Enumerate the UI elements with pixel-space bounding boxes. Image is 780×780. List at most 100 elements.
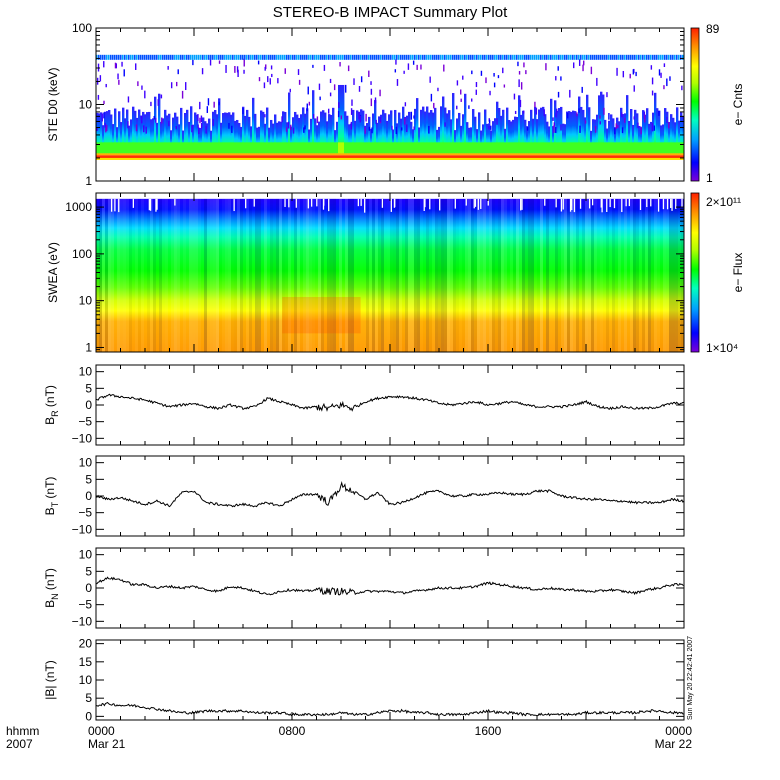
ste-fixed-line-pixel bbox=[132, 54, 134, 60]
ste-speckle bbox=[594, 125, 597, 133]
ste-mid-band bbox=[210, 142, 213, 154]
ste-fixed-line-pixel bbox=[338, 54, 340, 60]
ste-spectrum-column bbox=[586, 94, 589, 154]
ste-mid-band bbox=[654, 142, 657, 154]
ste-spectrum-column bbox=[198, 127, 201, 154]
swea-striation bbox=[198, 198, 201, 352]
ste-mid-band bbox=[590, 142, 593, 154]
ste-mid-band bbox=[350, 142, 353, 154]
swea-gap bbox=[681, 198, 683, 208]
ste-mid-band bbox=[232, 142, 235, 154]
ste-fixed-line-pixel bbox=[226, 54, 228, 60]
ste-speckle bbox=[490, 125, 492, 130]
swea-striation bbox=[180, 199, 183, 352]
ste-mid-band bbox=[550, 142, 553, 154]
ste-spectrum-column bbox=[370, 128, 373, 154]
ste-fixed-line-pixel bbox=[286, 54, 288, 60]
ste-speckle bbox=[271, 73, 273, 78]
ste-fixed-line-pixel bbox=[424, 54, 426, 60]
ste-spectrum-column bbox=[224, 112, 227, 154]
ste-mid-band bbox=[488, 142, 491, 154]
swea-striation bbox=[306, 198, 309, 352]
swea-striation bbox=[282, 198, 285, 352]
ste-speckle bbox=[460, 89, 462, 95]
ste-spectrum-column bbox=[262, 111, 265, 154]
ste-fixed-line-pixel bbox=[102, 54, 104, 60]
ste-mid-band bbox=[158, 142, 161, 154]
ste-fixed-line-pixel bbox=[234, 54, 236, 60]
ste-spectrum-column bbox=[380, 114, 383, 154]
ste-fixed-line-pixel bbox=[522, 54, 524, 60]
ste-mid-band bbox=[180, 142, 183, 154]
ste-mid-band bbox=[344, 142, 347, 154]
ste-spectrum-column bbox=[240, 126, 243, 154]
ste-mid-band bbox=[404, 142, 407, 154]
swea-striation bbox=[144, 199, 147, 352]
ste-spectrum-column bbox=[178, 124, 181, 154]
ste-speckle bbox=[578, 59, 581, 66]
ste-speckle bbox=[267, 76, 269, 83]
ste-fixed-line-pixel bbox=[578, 54, 580, 60]
ste-spectrum-column bbox=[308, 129, 311, 154]
ste-fixed-line-pixel bbox=[432, 54, 434, 60]
ste-fixed-line-pixel bbox=[268, 54, 270, 60]
ste-fixed-line-pixel bbox=[202, 54, 204, 60]
ste-fixed-line-pixel bbox=[148, 54, 150, 60]
ste-speckle bbox=[200, 122, 203, 129]
ste-fixed-line-pixel bbox=[560, 54, 562, 60]
ste-fixed-line-pixel bbox=[224, 54, 226, 60]
ste-mid-band bbox=[270, 142, 273, 154]
ste-fixed-line-pixel bbox=[382, 54, 384, 60]
ste-speckle bbox=[304, 125, 306, 130]
ste-speckle bbox=[660, 72, 662, 78]
ste-mid-band bbox=[240, 142, 243, 154]
ste-speckle bbox=[640, 126, 642, 135]
swea-striation bbox=[321, 198, 324, 352]
ste-speckle bbox=[668, 121, 670, 129]
swea-striation bbox=[399, 198, 402, 352]
ste-speckle bbox=[621, 127, 624, 134]
swea-gap bbox=[148, 198, 151, 211]
ste-spectrum-column bbox=[106, 111, 109, 154]
ste-fixed-line-pixel bbox=[154, 54, 156, 60]
ste-spectrum-column bbox=[116, 127, 119, 154]
ste-mid-band bbox=[520, 142, 523, 154]
ste-mid-band bbox=[478, 142, 481, 154]
ste-speckle bbox=[629, 73, 631, 79]
ste-speckle bbox=[340, 115, 343, 120]
ste-mid-band bbox=[410, 142, 413, 154]
ste-mid-band bbox=[318, 142, 321, 154]
swea-striation bbox=[465, 198, 468, 352]
ste-fixed-line-pixel bbox=[552, 54, 554, 60]
ste-mid-band bbox=[596, 142, 599, 154]
ste-speckle bbox=[475, 89, 477, 95]
ste-spectrum-column bbox=[126, 109, 129, 154]
ste-mid-band bbox=[364, 142, 367, 154]
ste-speckle bbox=[663, 85, 665, 90]
ste-speckle bbox=[347, 65, 350, 72]
ste-mid-band bbox=[126, 142, 129, 154]
swea-striation bbox=[681, 198, 684, 352]
ste-spectrum-column bbox=[454, 130, 457, 154]
swea-striation bbox=[162, 198, 165, 352]
swea-striation bbox=[165, 198, 168, 352]
ste-spectrum-column bbox=[608, 120, 611, 154]
swea-striation bbox=[636, 198, 639, 352]
ste-speckle bbox=[312, 113, 315, 119]
ste-spectrum-column bbox=[408, 111, 411, 154]
ste-mid-band bbox=[586, 142, 589, 154]
ste-mid-band bbox=[288, 142, 291, 154]
ste-spectrum-column bbox=[492, 121, 495, 154]
ste-mid-band bbox=[342, 142, 345, 154]
ste-speckle bbox=[145, 126, 147, 134]
ste-fixed-line-pixel bbox=[274, 54, 276, 60]
ste-speckle bbox=[535, 108, 538, 115]
swea-striation bbox=[471, 198, 474, 352]
ste-fixed-line-pixel bbox=[386, 54, 388, 60]
ste-fixed-line-pixel bbox=[426, 54, 428, 60]
ste-speckle bbox=[621, 112, 623, 118]
swea-gap bbox=[439, 198, 441, 211]
ste-mid-band bbox=[122, 142, 125, 154]
ste-mid-band bbox=[358, 142, 361, 154]
ste-speckle bbox=[365, 113, 367, 122]
